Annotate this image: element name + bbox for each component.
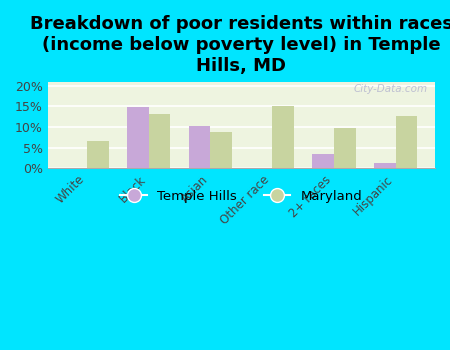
Legend: Temple Hills, Maryland: Temple Hills, Maryland [115,184,368,208]
Bar [334,128,356,168]
Bar [211,132,232,168]
Bar [87,140,108,168]
Title: Breakdown of poor residents within races
(income below poverty level) in Temple
: Breakdown of poor residents within races… [30,15,450,75]
Bar [189,126,211,168]
Text: City-Data.com: City-Data.com [353,84,427,94]
Bar [148,114,171,168]
Bar [272,106,294,168]
Bar [374,163,396,168]
Bar [396,116,418,168]
Bar [127,107,148,168]
Bar [312,154,334,168]
